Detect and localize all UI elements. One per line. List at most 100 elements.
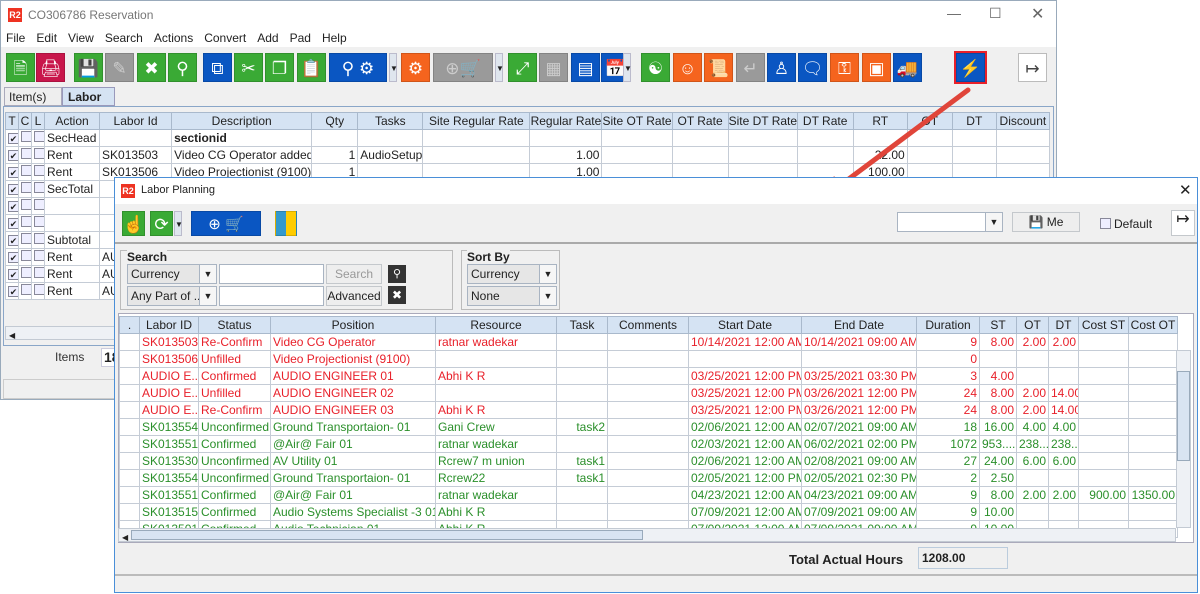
l-checkbox[interactable] <box>34 165 44 176</box>
l-checkbox[interactable] <box>34 284 44 295</box>
copy-icon[interactable]: ❐ <box>265 53 294 82</box>
chat-zero-icon[interactable]: 🗨 <box>798 53 827 82</box>
add-po-cart-icon[interactable]: ⊕🛒 <box>433 53 493 82</box>
lp-horizontal-scrollbar[interactable]: ◀ <box>118 528 1176 542</box>
travel-services-icon[interactable] <box>275 211 297 236</box>
column-header[interactable]: Discount <box>995 112 1051 130</box>
delivery-truck-icon[interactable]: 🚚 <box>893 53 922 82</box>
return-icon[interactable]: ↵ <box>736 53 765 82</box>
search-input-1[interactable] <box>219 264 324 284</box>
smiley-icon[interactable]: ☺ <box>673 53 702 82</box>
menu-search[interactable]: Search <box>104 31 143 45</box>
c-checkbox[interactable] <box>21 284 31 295</box>
exit-icon[interactable]: ↦ <box>1018 53 1047 82</box>
hierarchy-icon[interactable]: ☯ <box>641 53 670 82</box>
labor-row[interactable]: SK013506 Unfilled Video Projectionist (910… <box>119 350 1178 368</box>
safe-icon[interactable]: ▣ <box>862 53 891 82</box>
column-header[interactable]: Description <box>171 112 313 130</box>
t-checkbox[interactable]: ✔ <box>8 150 18 161</box>
sort-order-combo[interactable]: None ▼ <box>467 286 557 306</box>
column-header-dt[interactable]: DT <box>1048 316 1079 334</box>
menu-pad[interactable]: Pad <box>289 31 311 45</box>
tab-labor[interactable]: Labor <box>62 87 115 106</box>
column-header-status[interactable]: Status <box>198 316 271 334</box>
add-po-cart-icon[interactable]: ⊕ 🛒 <box>191 211 261 236</box>
t-checkbox[interactable]: ✔ <box>8 286 18 297</box>
minimize-button[interactable]: — <box>947 5 961 21</box>
column-header-labor-id[interactable]: Labor ID <box>139 316 199 334</box>
edit-icon[interactable]: ✎ <box>105 53 134 82</box>
l-checkbox[interactable] <box>34 233 44 244</box>
delete-icon[interactable]: ✖ <box>137 53 166 82</box>
t-checkbox[interactable]: ✔ <box>8 184 18 195</box>
new-document-icon[interactable]: 🗎 <box>6 53 35 82</box>
grid-icon[interactable]: ▦ <box>539 53 568 82</box>
table-row[interactable]: ✔ Rent SK013506 Video Projectionist (9100… <box>5 163 1051 181</box>
scroll-icon[interactable]: 📜 <box>704 53 733 82</box>
toolbar-dropdown[interactable]: ▼ <box>389 53 398 82</box>
column-header[interactable]: Site OT Rate <box>601 112 673 130</box>
maximize-button[interactable]: ☐ <box>989 5 1002 21</box>
c-checkbox[interactable] <box>21 267 31 278</box>
labor-row[interactable]: SK013551 Confirmed @Air@ Fair 01 ratnar wad… <box>119 435 1178 453</box>
column-header-cost-ot[interactable]: Cost OT <box>1128 316 1178 334</box>
advanced-button[interactable]: Advanced <box>326 286 382 306</box>
c-checkbox[interactable] <box>21 250 31 261</box>
column-header[interactable]: C <box>18 112 32 130</box>
search-field-combo[interactable]: Currency ▼ <box>127 264 217 284</box>
toolbar-dropdown[interactable]: ▼ <box>623 53 632 82</box>
l-checkbox[interactable] <box>34 131 44 142</box>
expand-icon[interactable]: ⤢ <box>508 53 537 82</box>
refresh-dropdown[interactable]: ▼ <box>174 211 183 236</box>
table-row[interactable]: ✔ SecHead sectionid <box>5 129 1051 147</box>
c-checkbox[interactable] <box>21 165 31 176</box>
c-checkbox[interactable] <box>21 182 31 193</box>
cut-icon[interactable]: ✂ <box>234 53 263 82</box>
print-icon[interactable]: 🖨 <box>36 53 65 82</box>
column-header-resource[interactable]: Resource <box>435 316 557 334</box>
toolbar-dropdown[interactable]: ▼ <box>495 53 504 82</box>
l-checkbox[interactable] <box>34 267 44 278</box>
save-me-button[interactable]: 💾 Me <box>1012 212 1080 232</box>
menu-actions[interactable]: Actions <box>153 31 194 45</box>
l-checkbox[interactable] <box>34 250 44 261</box>
column-header[interactable]: Tasks <box>357 112 424 130</box>
default-checkbox[interactable] <box>1100 218 1111 229</box>
labor-row[interactable]: SK013551 Confirmed @Air@ Fair 01 ratnar wad… <box>119 486 1178 504</box>
t-checkbox[interactable]: ✔ <box>8 252 18 263</box>
labor-row[interactable]: AUDIO E... Re-Confirm AUDIO ENGINEER 03 Abh… <box>119 401 1178 419</box>
search-icon[interactable]: ⚲ <box>168 53 197 82</box>
column-header-comments[interactable]: Comments <box>607 316 689 334</box>
coins-add-icon[interactable]: ⚿ <box>830 53 859 82</box>
c-checkbox[interactable] <box>21 148 31 159</box>
menu-help[interactable]: Help <box>321 31 347 45</box>
labor-row[interactable]: SK013515 Confirmed Audio Systems Specialis… <box>119 503 1178 521</box>
column-header-end-date[interactable]: End Date <box>801 316 917 334</box>
tab-items[interactable]: Item(s) <box>4 87 62 106</box>
copy-zero-icon[interactable]: ⧉ <box>203 53 232 82</box>
search-crew-icon[interactable]: ⚲ ⚙ <box>329 53 387 82</box>
vertical-scrollbar[interactable] <box>1176 350 1191 528</box>
menu-add[interactable]: Add <box>257 31 279 45</box>
refresh-icon[interactable]: ⟳ <box>150 211 173 236</box>
exit-button[interactable]: ↦ <box>1171 210 1195 236</box>
message-icon[interactable]: ▤ <box>571 53 600 82</box>
column-header[interactable]: DT Rate <box>796 112 854 130</box>
menu-edit[interactable]: Edit <box>36 31 58 45</box>
c-checkbox[interactable] <box>21 131 31 142</box>
column-header-st[interactable]: ST <box>979 316 1017 334</box>
c-checkbox[interactable] <box>21 233 31 244</box>
l-checkbox[interactable] <box>34 216 44 227</box>
c-checkbox[interactable] <box>21 199 31 210</box>
menu-view[interactable]: View <box>68 31 94 45</box>
labor-row[interactable]: SK013554 Unconfirmed Ground Transportaion-… <box>119 418 1178 436</box>
column-header-cost-st[interactable]: Cost ST <box>1078 316 1129 334</box>
t-checkbox[interactable]: ✔ <box>8 167 18 178</box>
lp-close-button[interactable]: ✕ <box>1179 182 1192 199</box>
search-mode-combo[interactable]: Any Part of ... ▼ <box>127 286 217 306</box>
column-header-row-marker[interactable]: . <box>119 316 140 334</box>
c-checkbox[interactable] <box>21 216 31 227</box>
labor-row[interactable]: SK013530 Unconfirmed AV Utility 01 Rcrew7 m… <box>119 452 1178 470</box>
gears-icon[interactable]: ⚙ <box>401 53 430 82</box>
menu-convert[interactable]: Convert <box>204 31 247 45</box>
